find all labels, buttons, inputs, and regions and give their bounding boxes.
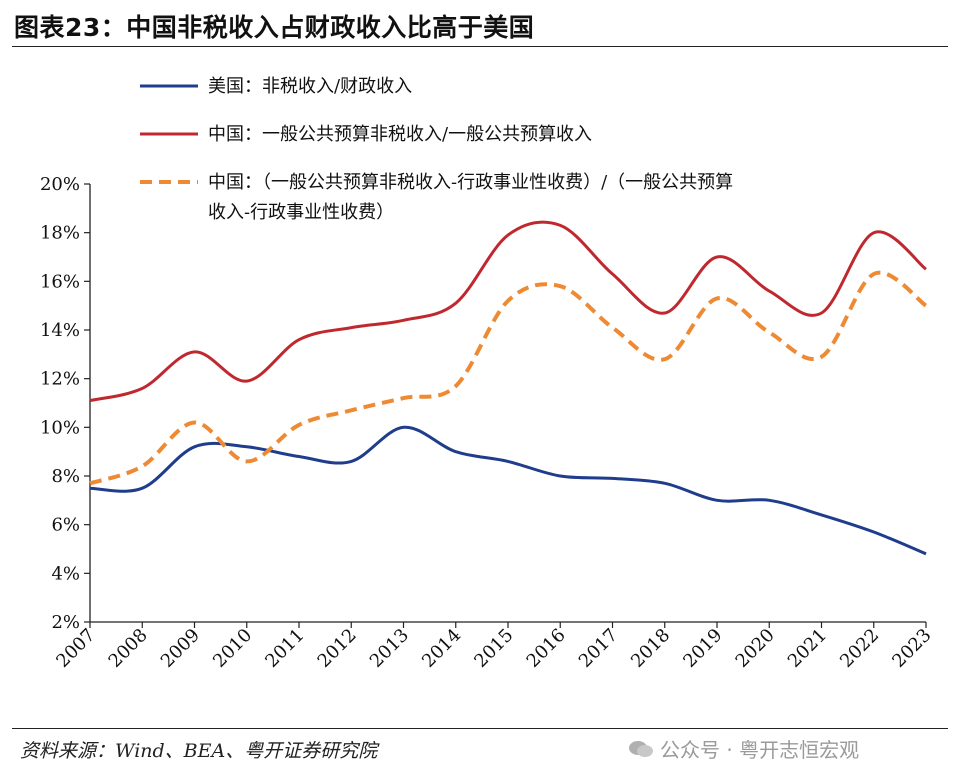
- y-tick-label: 18%: [40, 223, 80, 244]
- y-tick-label: 6%: [51, 515, 80, 536]
- y-tick-label: 16%: [40, 271, 80, 292]
- wechat-icon: [629, 740, 653, 757]
- x-tick-label: 2018: [627, 625, 674, 672]
- x-tick-label: 2020: [732, 625, 779, 672]
- x-tick-label: 2015: [470, 625, 517, 672]
- series-line-china-adjusted: [89, 270, 928, 486]
- x-tick-label: 2023: [888, 625, 935, 672]
- x-tick-label: 2016: [523, 625, 570, 672]
- legend-label-china-adjusted-1: 中国：（一般公共预算非税收入-行政事业性收费）/（一般公共预算: [208, 172, 733, 193]
- y-tick-label: 20%: [40, 174, 80, 195]
- series-line-china: [89, 220, 927, 403]
- x-tick-label: 2019: [679, 625, 726, 672]
- series-line-us: [89, 425, 927, 556]
- y-tick-label: 10%: [40, 417, 80, 438]
- y-tick-label: 12%: [40, 369, 80, 390]
- source-note: 资料来源：Wind、BEA、粤开证券研究院: [20, 740, 378, 762]
- x-tick-label: 2009: [157, 625, 204, 672]
- legend-label-china: 中国：一般公共预算非税收入/一般公共预算收入: [208, 124, 592, 145]
- x-tick-label: 2010: [209, 625, 256, 672]
- x-tick-label: 2021: [784, 625, 831, 672]
- x-tick-label: 2012: [314, 625, 361, 672]
- legend-label-china-adjusted-2: 收入-行政事业性收费）: [208, 202, 394, 223]
- title-divider: [12, 46, 948, 47]
- legend: 美国：非税收入/财政收入 中国：一般公共预算非税收入/一般公共预算收入 中国：（…: [140, 76, 733, 223]
- y-tick-label: 8%: [51, 466, 80, 487]
- x-tick-label: 2008: [105, 625, 152, 672]
- x-tick-label: 2011: [261, 625, 308, 672]
- line-chart: 2%4%6%8%10%12%14%16%18%20%2007 2008 2009 20…: [40, 76, 936, 672]
- x-tick-label: 2013: [366, 625, 413, 672]
- watermark: 公众号 · 粤开志恒宏观: [628, 734, 859, 763]
- watermark-text: 公众号 · 粤开志恒宏观: [660, 738, 860, 762]
- legend-label-us: 美国：非税收入/财政收入: [208, 76, 412, 97]
- axes: 2%4%6%8%10%12%14%16%18%20%2007 2008 2009 20…: [40, 174, 936, 672]
- x-tick-label: 2022: [836, 625, 883, 672]
- x-tick-label: 2014: [418, 625, 465, 672]
- footer-divider: [12, 728, 948, 729]
- chart-title: 图表23：中国非税收入占财政收入比高于美国: [14, 13, 535, 42]
- y-tick-label: 4%: [51, 563, 80, 584]
- x-tick-label: 2017: [575, 625, 622, 672]
- series-layer: [89, 220, 928, 556]
- y-tick-label: 14%: [40, 320, 80, 341]
- y-tick-label: 2%: [51, 612, 80, 633]
